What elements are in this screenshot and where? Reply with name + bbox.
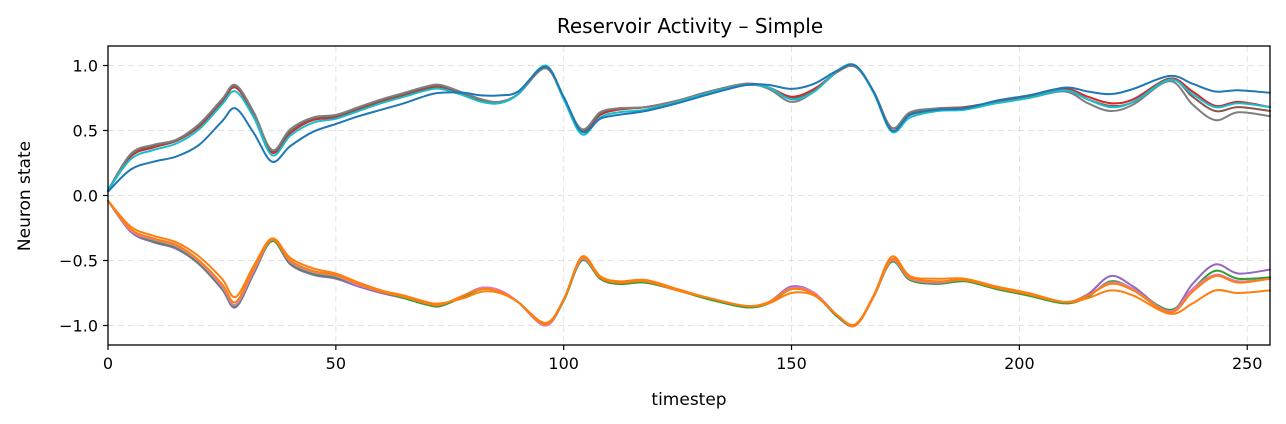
series-line-9 <box>107 199 1271 326</box>
x-axis-label: timestep <box>651 390 726 410</box>
y-tick-label: −1.0 <box>59 317 98 336</box>
y-tick-label: −0.5 <box>59 252 98 271</box>
series-line-5 <box>107 63 1271 193</box>
x-tick-label: 50 <box>326 354 346 373</box>
series-line-7 <box>107 199 1271 328</box>
tick-group: 0 50 100 150 200 250 −1.0 −0.5 0.0 0.5 1.0 <box>59 57 1262 374</box>
series-line-6 <box>107 199 1271 328</box>
y-tick-label: 0.0 <box>73 187 98 206</box>
x-tick-label: 150 <box>776 354 807 373</box>
series-line-4 <box>107 63 1271 192</box>
series-line-3 <box>107 64 1271 192</box>
series-line-8 <box>107 199 1271 328</box>
y-tick-label: 1.0 <box>73 57 98 76</box>
x-tick-label: 200 <box>1004 354 1035 373</box>
series-line-10 <box>107 199 1271 328</box>
x-tick-label: 0 <box>103 354 113 373</box>
y-tick-label: 0.5 <box>73 122 98 141</box>
series-group <box>107 63 1271 328</box>
grid <box>107 46 1270 345</box>
y-axis-label: Neuron state <box>15 141 35 251</box>
series-line-2 <box>107 64 1271 192</box>
series-line-1 <box>107 64 1271 192</box>
x-tick-label: 100 <box>548 354 579 373</box>
chart-title: Reservoir Activity – Simple <box>557 14 823 38</box>
x-tick-label: 250 <box>1232 354 1263 373</box>
